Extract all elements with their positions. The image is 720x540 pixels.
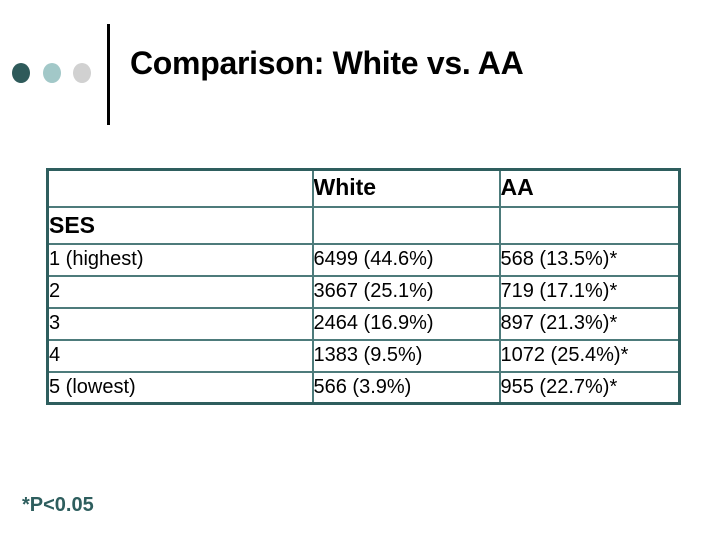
aa-value: 1072 (25.4%)* bbox=[498, 338, 681, 373]
ses-section-row: SES bbox=[46, 205, 681, 245]
ses-empty-aa bbox=[498, 205, 681, 245]
table-row: 4 1383 (9.5%) 1072 (25.4%)* bbox=[46, 338, 681, 373]
white-value: 3667 (25.1%) bbox=[311, 274, 501, 309]
aa-value: 719 (17.1%)* bbox=[498, 274, 681, 309]
row-label: 4 bbox=[46, 338, 314, 373]
vertical-rule bbox=[107, 24, 110, 125]
light-teal-bullet bbox=[43, 63, 61, 83]
row-label: 3 bbox=[46, 306, 314, 341]
aa-value: 897 (21.3%)* bbox=[498, 306, 681, 341]
white-value: 566 (3.9%) bbox=[311, 370, 501, 405]
ses-label: SES bbox=[46, 205, 314, 245]
header-empty-cell bbox=[46, 168, 314, 208]
dark-teal-bullet bbox=[12, 63, 30, 83]
table-row: 2 3667 (25.1%) 719 (17.1%)* bbox=[46, 274, 681, 309]
white-value: 2464 (16.9%) bbox=[311, 306, 501, 341]
gray-bullet bbox=[73, 63, 91, 83]
table-row: 5 (lowest) 566 (3.9%) 955 (22.7%)* bbox=[46, 370, 681, 405]
ses-empty-white bbox=[311, 205, 501, 245]
slide-title: Comparison: White vs. AA bbox=[130, 45, 524, 81]
row-label: 2 bbox=[46, 274, 314, 309]
header-white: White bbox=[311, 168, 501, 208]
table-header-row: White AA bbox=[46, 168, 681, 208]
white-value: 6499 (44.6%) bbox=[311, 242, 501, 277]
ses-table-body: White AA SES 1 (highest) 6499 (44.6%) 568 … bbox=[46, 168, 681, 405]
white-value: 1383 (9.5%) bbox=[311, 338, 501, 373]
pvalue-footnote: *P<0.05 bbox=[22, 494, 94, 516]
table-row: 1 (highest) 6499 (44.6%) 568 (13.5%)* bbox=[46, 242, 681, 277]
ses-comparison-table: White AA SES 1 (highest) 6499 (44.6%) 568 … bbox=[46, 168, 681, 405]
row-label: 1 (highest) bbox=[46, 242, 314, 277]
aa-value: 568 (13.5%)* bbox=[498, 242, 681, 277]
table-row: 3 2464 (16.9%) 897 (21.3%)* bbox=[46, 306, 681, 341]
aa-value: 955 (22.7%)* bbox=[498, 370, 681, 405]
header-aa: AA bbox=[498, 168, 681, 208]
row-label: 5 (lowest) bbox=[46, 370, 314, 405]
